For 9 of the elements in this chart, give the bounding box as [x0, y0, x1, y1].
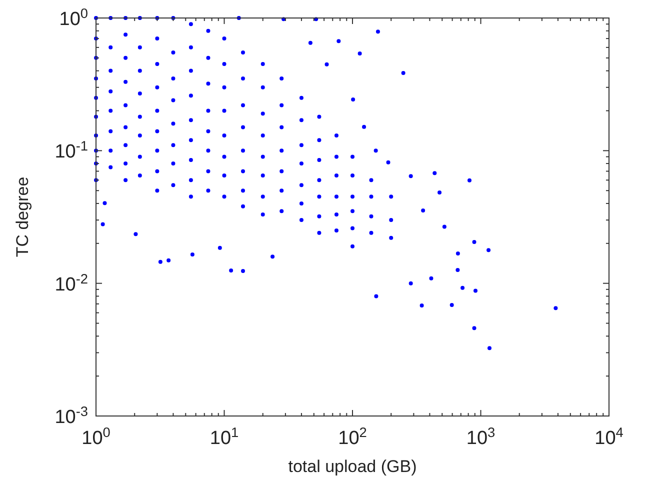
x-tick-label: 10$^{4}$: [594, 424, 624, 449]
x-axis-title: total upload (GB): [288, 457, 417, 476]
y-tick-label: 10$^{0}$: [59, 6, 88, 30]
y-axis-title: TC degree: [13, 176, 32, 258]
x-tick-label: 10$^{1}$: [210, 424, 239, 449]
x-tick-label: 10$^{2}$: [338, 424, 367, 449]
x-tick-label: 10$^{3}$: [466, 424, 496, 449]
y-tick-label: 10$^{-2}$: [54, 270, 88, 296]
y-tick-label: 10$^{-1}$: [54, 138, 88, 163]
